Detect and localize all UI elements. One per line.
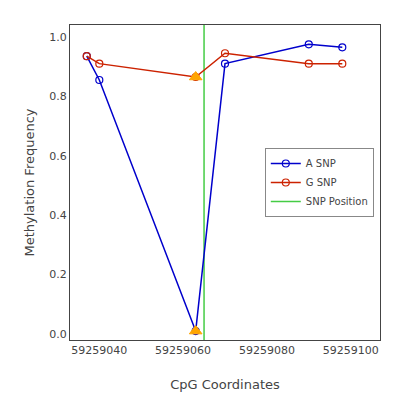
svg-text:59259040: 59259040 (71, 344, 127, 357)
svg-text:0.4: 0.4 (49, 209, 67, 222)
svg-text:SNP Position: SNP Position (306, 196, 368, 207)
svg-text:1.0: 1.0 (49, 31, 67, 44)
svg-text:A SNP: A SNP (306, 158, 336, 169)
svg-text:G SNP: G SNP (306, 177, 337, 188)
svg-text:59259100: 59259100 (323, 344, 379, 357)
svg-text:CpG Coordinates: CpG Coordinates (170, 377, 280, 392)
svg-text:0.2: 0.2 (49, 268, 67, 281)
svg-text:59259080: 59259080 (239, 344, 295, 357)
svg-text:0.6: 0.6 (49, 150, 67, 163)
svg-text:0.8: 0.8 (49, 90, 67, 103)
svg-text:Methylation Frequency: Methylation Frequency (22, 108, 37, 256)
svg-text:0.0: 0.0 (49, 328, 67, 341)
svg-text:59259060: 59259060 (155, 344, 211, 357)
